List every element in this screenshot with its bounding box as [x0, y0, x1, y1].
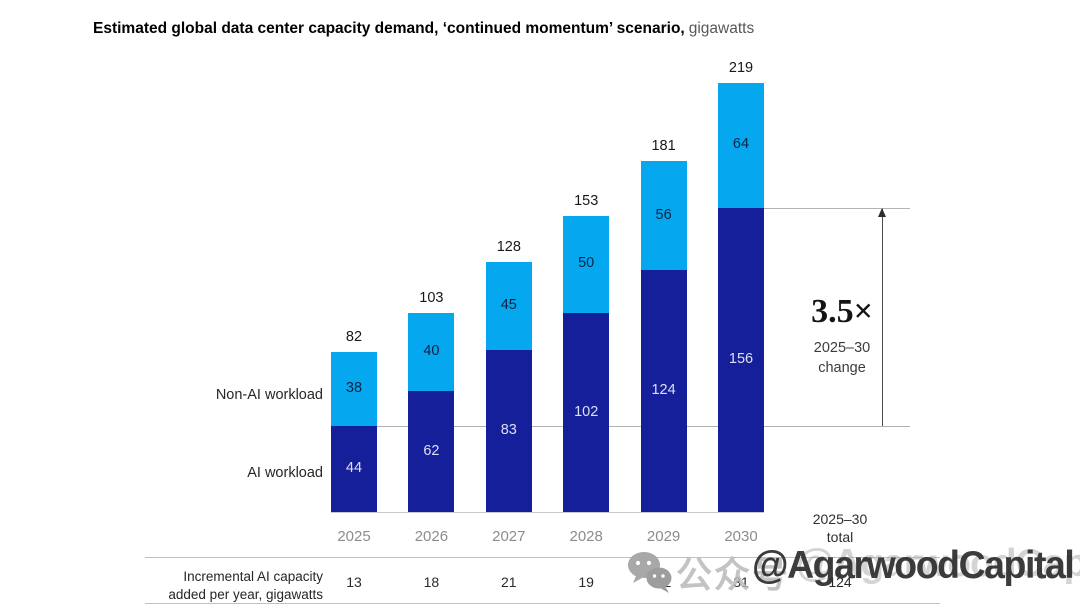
bar-2028-ai-value-label: 102: [574, 403, 599, 420]
change-multiplier: 3.5×: [811, 293, 873, 330]
change-word: change: [818, 360, 866, 376]
table-row-label-line2: added per year, gigawatts: [168, 587, 323, 602]
bar-2026-total-label: 103: [419, 290, 444, 307]
bar-2028-nonai-value-label: 50: [578, 255, 595, 272]
legend-label-ai: AI workload: [247, 465, 323, 481]
watermark-handle: @AgarwoodCapital: [752, 544, 1075, 587]
bar-2030-total-label: 219: [728, 60, 754, 76]
bar-2028-total-label: 153: [574, 192, 599, 209]
change-annotation: 3.5× 2025–30 change: [771, 293, 913, 378]
table-rule-bottom: [145, 603, 940, 604]
arrow-up-icon: [878, 208, 886, 217]
bar-2026-nonai-value-label: 40: [423, 343, 440, 360]
bar-2028-nonai-segment: [563, 215, 610, 314]
bar-2026-nonai-segment: [408, 313, 455, 392]
total-column-header-line2: total: [826, 528, 854, 545]
table-rule-top: [145, 557, 940, 558]
bar-2026-ai-segment: [408, 391, 455, 512]
watermark-platform-text: 公众号: [676, 554, 791, 595]
watermark: 公众号 @AgarwoodCapital @AgarwoodCapital: [0, 540, 1080, 602]
x-axis-label-2028: 2028: [569, 528, 603, 545]
table-row-label-line1: Incremental AI capacity: [183, 569, 323, 584]
table-value-2028: 19: [578, 574, 594, 590]
bar-2027-ai-segment: [485, 350, 532, 512]
reference-line-2030-ai-level: [764, 208, 910, 209]
bar-2027-nonai-value-label: 45: [500, 297, 517, 314]
chart-title-unit: gigawatts: [688, 20, 755, 37]
bar-2025-nonai-value-label: 38: [345, 380, 363, 397]
table-value-2025: 13: [346, 574, 362, 590]
change-period: 2025–30: [813, 340, 871, 356]
change-arrow: [878, 208, 886, 426]
table-value-2029: 22: [655, 574, 672, 590]
x-axis-label-2030: 2030: [724, 528, 758, 545]
bar-2027-nonai-segment: [485, 262, 532, 351]
total-column-header-line1: 2025–30: [812, 511, 868, 527]
bar-2025-ai-segment: [331, 426, 377, 512]
table-row-label: Incremental AI capacity added per year, …: [168, 568, 323, 604]
bar-2025-total-label: 82: [345, 329, 363, 346]
bar-2027-total-label: 128: [496, 239, 521, 256]
table-value-2030: 31: [733, 574, 749, 590]
x-axis-label-2025: 2025: [337, 528, 371, 545]
chart-title: Estimated global data center capacity de…: [93, 20, 754, 38]
chart-title-main: Estimated global data center capacity de…: [93, 20, 685, 37]
table-total-value: 124: [828, 574, 852, 590]
bar-2028-ai-segment: [563, 313, 610, 512]
table-value-2026: 18: [423, 574, 440, 590]
bar-2025-ai-value-label: 44: [345, 460, 363, 477]
bar-2030-nonai-segment: [718, 83, 764, 208]
bar-2030-nonai-value-label: 64: [732, 136, 750, 153]
x-axis-baseline: [331, 512, 764, 513]
bar-2026-ai-value-label: 62: [423, 442, 440, 459]
bar-2029-ai-value-label: 124: [651, 382, 676, 399]
table-value-2027: 21: [501, 574, 517, 590]
bar-2025-nonai-segment: [331, 352, 377, 427]
x-axis-label-2026: 2026: [414, 528, 449, 545]
legend-label-non-ai: Non-AI workload: [215, 387, 323, 403]
x-axis-label-2027: 2027: [492, 528, 526, 545]
bar-2030-ai-segment: [718, 207, 764, 512]
bar-2027-ai-value-label: 83: [500, 422, 517, 439]
bar-2029-ai-segment: [640, 270, 687, 512]
bar-2029-nonai-value-label: 56: [655, 206, 672, 223]
bar-2029-total-label: 181: [651, 138, 676, 154]
bar-2029-nonai-segment: [640, 161, 687, 271]
total-column-header: 2025–30 total: [770, 511, 910, 546]
bar-2030-ai-value-label: 156: [728, 350, 754, 367]
x-axis-label-2029: 2029: [646, 528, 681, 545]
